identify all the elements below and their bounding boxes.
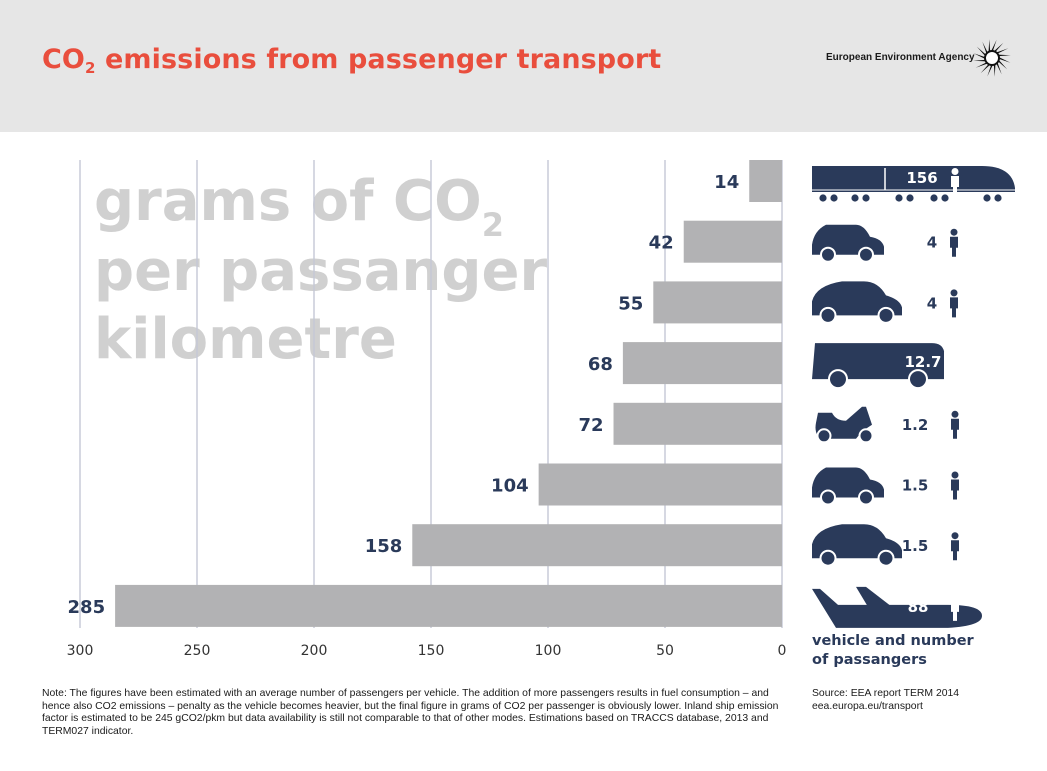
x-tick-label: 0 xyxy=(778,643,787,659)
bar-value-label: 285 xyxy=(68,597,106,618)
bar-value-label: 158 xyxy=(365,536,403,557)
person-icon xyxy=(950,228,958,257)
bar xyxy=(683,220,782,263)
source-link[interactable]: eea.europa.eu/transport xyxy=(812,700,923,712)
bar xyxy=(749,160,782,202)
passenger-count: 1.2 xyxy=(902,416,929,434)
small-car-icon xyxy=(812,224,884,263)
person-icon xyxy=(951,410,959,439)
x-tick-label: 250 xyxy=(184,643,211,659)
bar-value-label: 42 xyxy=(649,233,674,254)
legend-line-1: vehicle and number xyxy=(812,633,975,649)
person-icon xyxy=(950,289,958,318)
eea-brand[interactable]: European Environment Agency xyxy=(826,38,1016,78)
footnote: Note: The figures have been estimated wi… xyxy=(42,688,779,737)
x-tick-label: 200 xyxy=(301,643,328,659)
header-banner: CO2 emissions from passenger transport E… xyxy=(0,0,1047,132)
bar xyxy=(115,584,783,627)
agency-name: European Environment Agency xyxy=(826,52,975,63)
page-title: CO2 emissions from passenger transport xyxy=(42,44,661,77)
bar xyxy=(622,342,782,385)
bar xyxy=(412,524,782,567)
car-icon xyxy=(812,281,902,324)
legend-line-2: of passangers xyxy=(812,652,927,668)
bar-value-label: 68 xyxy=(588,354,613,375)
bus-icon xyxy=(812,343,944,390)
watermark-line-2: per passanger xyxy=(94,239,547,304)
bar xyxy=(538,463,782,506)
bar-value-label: 14 xyxy=(714,172,739,193)
scooter-icon xyxy=(815,406,874,444)
x-tick-label: 100 xyxy=(535,643,562,659)
bar xyxy=(613,402,782,445)
eea-sun-logo-icon xyxy=(973,39,1011,77)
watermark-line-1: grams of CO2 xyxy=(94,169,504,244)
passenger-count: 1.5 xyxy=(902,477,929,495)
bar-value-label: 72 xyxy=(578,415,603,436)
source-text: Source: EEA report TERM 2014 xyxy=(812,688,960,699)
passenger-count: 1.5 xyxy=(902,537,929,555)
car-icon xyxy=(812,524,902,567)
source-note: Source: EEA report TERM 2014 eea.europa.… xyxy=(812,688,959,713)
title-subscript: 2 xyxy=(84,59,96,77)
passenger-count: 156 xyxy=(906,169,937,187)
x-tick-label: 300 xyxy=(67,643,94,659)
person-icon xyxy=(951,168,959,196)
x-tick-label: 150 xyxy=(418,643,445,659)
small-car-icon xyxy=(812,467,884,506)
title-rest: emissions from passenger transport xyxy=(95,44,662,75)
bar-value-label: 104 xyxy=(491,476,529,497)
x-tick-label: 50 xyxy=(656,643,674,659)
person-icon xyxy=(951,592,959,621)
train-icon xyxy=(812,166,1015,202)
passenger-count: 12.7 xyxy=(904,353,941,371)
airplane-icon xyxy=(812,586,982,628)
passenger-count: 4 xyxy=(927,234,937,252)
watermark-line-3: kilometre xyxy=(94,307,397,372)
bar-value-label: 55 xyxy=(618,293,643,314)
person-icon xyxy=(951,471,959,500)
passenger-count: 88 xyxy=(908,598,929,616)
title-co: CO xyxy=(42,44,85,75)
bar xyxy=(653,281,782,324)
person-icon xyxy=(951,350,959,379)
passenger-count: 4 xyxy=(927,294,937,312)
person-icon xyxy=(951,532,959,561)
